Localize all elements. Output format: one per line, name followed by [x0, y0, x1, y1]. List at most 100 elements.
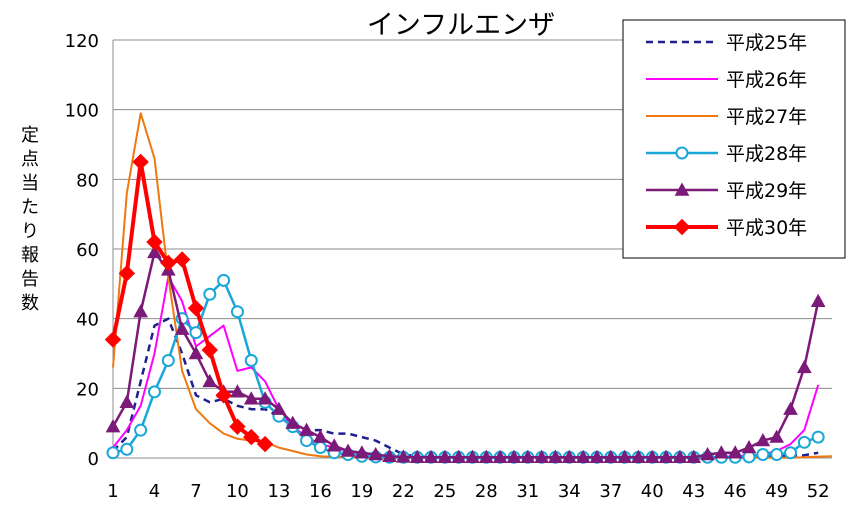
- y-tick-label: 20: [76, 379, 99, 400]
- data-point: [396, 449, 411, 463]
- data-point: [423, 449, 439, 464]
- data-point: [147, 385, 161, 399]
- data-point: [810, 293, 826, 307]
- data-point: [299, 422, 314, 436]
- y-axis-ticks: 0 20 40 60 80 100 120: [65, 31, 99, 470]
- gridlines: [112, 39, 832, 459]
- x-tick-label: 16: [309, 481, 332, 502]
- data-point: [243, 391, 259, 405]
- legend-item: 平成27年: [646, 106, 807, 128]
- data-point: [313, 429, 328, 443]
- data-point: [134, 423, 148, 437]
- data-point: [492, 449, 508, 464]
- series-layer: [104, 112, 833, 464]
- data-point: [161, 353, 175, 367]
- data-point: [769, 429, 785, 443]
- legend-marker: [674, 182, 690, 196]
- data-point: [506, 449, 522, 464]
- data-point: [189, 326, 203, 340]
- data-point: [548, 449, 563, 464]
- data-point: [105, 419, 121, 433]
- legend-label: 平成28年: [726, 143, 807, 165]
- legend-label: 平成25年: [726, 32, 807, 54]
- data-point: [354, 445, 370, 459]
- data-point: [755, 433, 771, 447]
- series-5: [105, 244, 826, 464]
- data-point: [520, 449, 536, 464]
- data-point: [244, 353, 258, 367]
- legend-label: 平成29年: [726, 180, 807, 202]
- x-tick-label: 52: [807, 481, 830, 502]
- x-tick-label: 13: [267, 481, 290, 502]
- data-point: [797, 435, 811, 449]
- data-point: [700, 446, 715, 461]
- data-point: [727, 445, 743, 459]
- data-point: [617, 449, 632, 464]
- data-point: [313, 441, 327, 455]
- y-axis-label: 定点当たり報告数: [21, 125, 39, 314]
- data-point: [230, 384, 245, 398]
- data-point: [203, 287, 217, 301]
- y-tick-label: 120: [65, 31, 99, 52]
- data-point: [465, 449, 480, 464]
- x-tick-label: 10: [226, 481, 249, 502]
- data-point: [409, 449, 425, 464]
- data-point: [119, 394, 135, 408]
- data-point: [561, 449, 577, 464]
- chart-title: インフルエンザ: [367, 10, 555, 41]
- data-point: [796, 359, 812, 374]
- data-point: [589, 449, 605, 464]
- data-point: [160, 254, 177, 272]
- legend-marker: [673, 218, 691, 236]
- data-point: [187, 300, 205, 317]
- data-point: [534, 449, 549, 464]
- y-tick-label: 60: [76, 240, 99, 261]
- data-point: [243, 428, 260, 446]
- data-point: [147, 244, 162, 259]
- data-point: [202, 373, 218, 388]
- legend-box: [622, 19, 846, 259]
- x-tick-label: 7: [190, 481, 201, 502]
- data-point: [229, 418, 246, 435]
- legend-label: 平成26年: [726, 69, 807, 91]
- data-point: [575, 449, 591, 464]
- y-tick-label: 100: [65, 101, 99, 122]
- legend-item: 平成29年: [646, 180, 807, 202]
- data-point: [783, 401, 798, 415]
- data-point: [104, 331, 122, 348]
- y-tick-label: 40: [76, 310, 99, 331]
- data-point: [174, 321, 190, 335]
- data-point: [603, 449, 619, 464]
- x-tick-label: 19: [350, 481, 373, 502]
- y-tick-label: 80: [76, 170, 99, 191]
- data-point: [285, 415, 301, 429]
- data-point: [215, 387, 232, 404]
- data-point: [188, 345, 204, 360]
- x-tick-label: 31: [516, 481, 539, 502]
- x-tick-label: 25: [433, 481, 456, 502]
- x-tick-label: 4: [149, 481, 160, 502]
- data-point: [811, 430, 825, 444]
- legend-label: 平成27年: [726, 106, 807, 128]
- legend-item: 平成28年: [646, 143, 807, 165]
- data-point: [120, 442, 134, 456]
- x-tick-label: 34: [558, 481, 581, 502]
- legend-item: 平成25年: [646, 32, 807, 54]
- data-point: [784, 446, 798, 460]
- data-point: [340, 443, 356, 457]
- x-tick-label: 37: [599, 481, 622, 502]
- x-tick-label: 28: [475, 481, 498, 502]
- x-tick-label: 22: [392, 481, 415, 502]
- data-point: [451, 449, 467, 464]
- data-point: [257, 391, 273, 405]
- x-tick-label: 49: [765, 481, 788, 502]
- y-tick-label: 0: [88, 449, 99, 470]
- data-point: [672, 449, 688, 464]
- series-line: [111, 159, 267, 446]
- x-tick-label: 43: [682, 481, 705, 502]
- data-point: [300, 434, 314, 448]
- legend-marker: [675, 146, 689, 160]
- x-tick-label: 1: [107, 481, 118, 502]
- data-point: [173, 251, 191, 268]
